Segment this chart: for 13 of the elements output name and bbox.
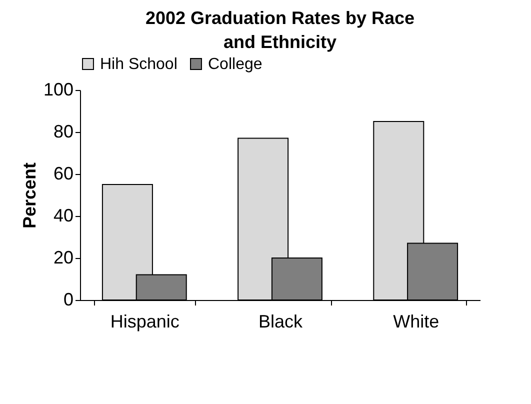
y-tick-label: 100 xyxy=(43,80,74,100)
legend-label: College xyxy=(208,56,262,73)
y-tick-label: 0 xyxy=(63,290,74,310)
y-tick-label: 20 xyxy=(53,248,74,268)
x-tick-label: White xyxy=(393,312,440,332)
y-axis-title: Percent xyxy=(19,162,40,229)
x-tick-label: Black xyxy=(258,312,304,332)
legend-label: Hih School xyxy=(100,56,178,73)
y-tick-label: 80 xyxy=(53,122,74,142)
x-tick-label: Hispanic xyxy=(110,312,180,332)
y-tick-label: 40 xyxy=(53,206,74,226)
y-tick-label: 60 xyxy=(53,164,74,184)
chart-title: 2002 Graduation Rates by Race and Ethnicity xyxy=(145,8,415,52)
